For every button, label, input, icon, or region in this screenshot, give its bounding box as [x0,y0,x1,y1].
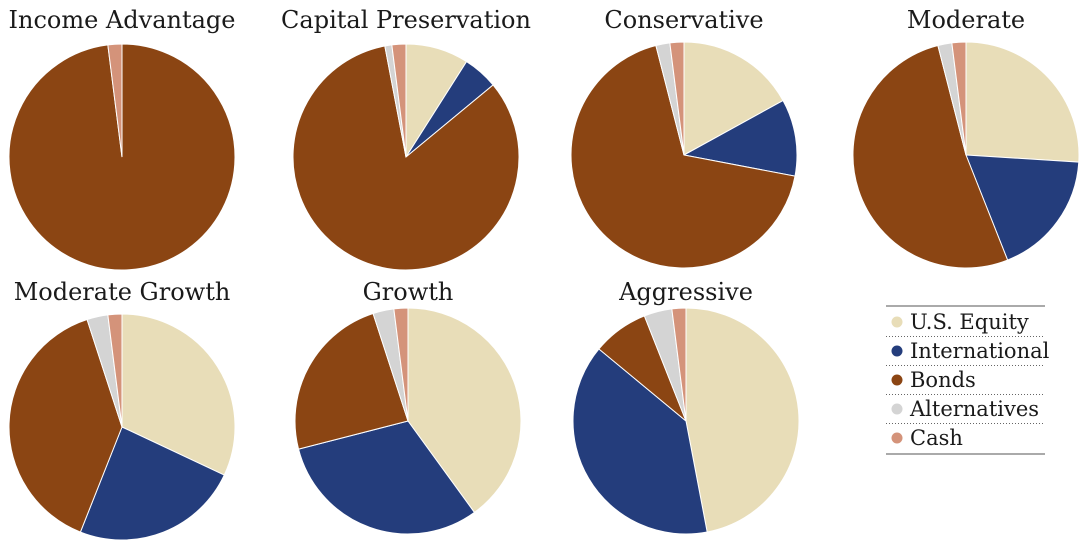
legend-label: U.S. Equity [910,310,1029,334]
pie-slice-cash [951,41,967,156]
pie-slice-bonds [8,318,123,533]
pie-slice-u-s-equity [121,313,236,476]
pie-slice-cash [391,43,407,158]
pie-chart-5: Growth [294,278,522,535]
pie-slice-u-s-equity [683,41,784,156]
pie-title: Income Advantage [9,6,236,34]
pie-slice-international [572,348,708,535]
pie-slice-international [297,420,476,535]
legend-swatch [891,432,903,444]
pie-slice-bonds [294,312,409,450]
legend-item: U.S. Equity [886,310,1045,337]
legend-swatch [891,345,903,357]
pie-slice-cash [107,43,123,158]
pie-slice-international [79,426,225,541]
pie-title: Moderate [907,6,1025,34]
pie-slice-cash [107,313,123,428]
pie-slice-cash [671,307,687,422]
legend-label: Cash [910,426,963,450]
pie-slice-international [965,154,1080,261]
legend-item: International [886,339,1050,366]
legend-swatch [891,403,903,415]
pie-slice-cash [393,307,409,422]
pie-slice-bonds [570,44,796,269]
pie-chart-3: Moderate [852,6,1080,269]
pie-slice-u-s-equity [407,307,522,514]
legend-swatch [891,374,903,386]
pie-slice-bonds [852,44,1009,269]
legend-label: Alternatives [909,397,1039,421]
pie-slice-bonds [292,45,520,271]
pie-title: Aggressive [618,278,753,306]
legend-label: Bonds [910,368,976,392]
pie-slice-u-s-equity [685,307,800,533]
pie-title: Conservative [604,6,763,34]
legend-item: Alternatives [886,397,1045,424]
pie-slice-cash [669,41,685,156]
legend-swatch [891,316,903,328]
pie-chart-2: Conservative [570,6,798,269]
pie-title: Capital Preservation [281,6,531,34]
legend-item: Bonds [886,368,1045,395]
legend: U.S. Equity International Bonds Alternative… [886,305,1050,455]
legend-label: International [910,339,1050,363]
pie-slice-international [682,99,798,177]
pie-chart-0: Income Advantage [9,6,236,271]
pie-chart-6: Aggressive [572,278,800,535]
pie-chart-1: Capital Preservation [281,6,531,271]
pie-title: Growth [363,278,454,306]
pie-chart-4: Moderate Growth [8,278,236,541]
pie-slice-u-s-equity [965,41,1080,163]
legend-item: Cash [891,426,963,450]
pie-title: Moderate Growth [14,278,231,306]
